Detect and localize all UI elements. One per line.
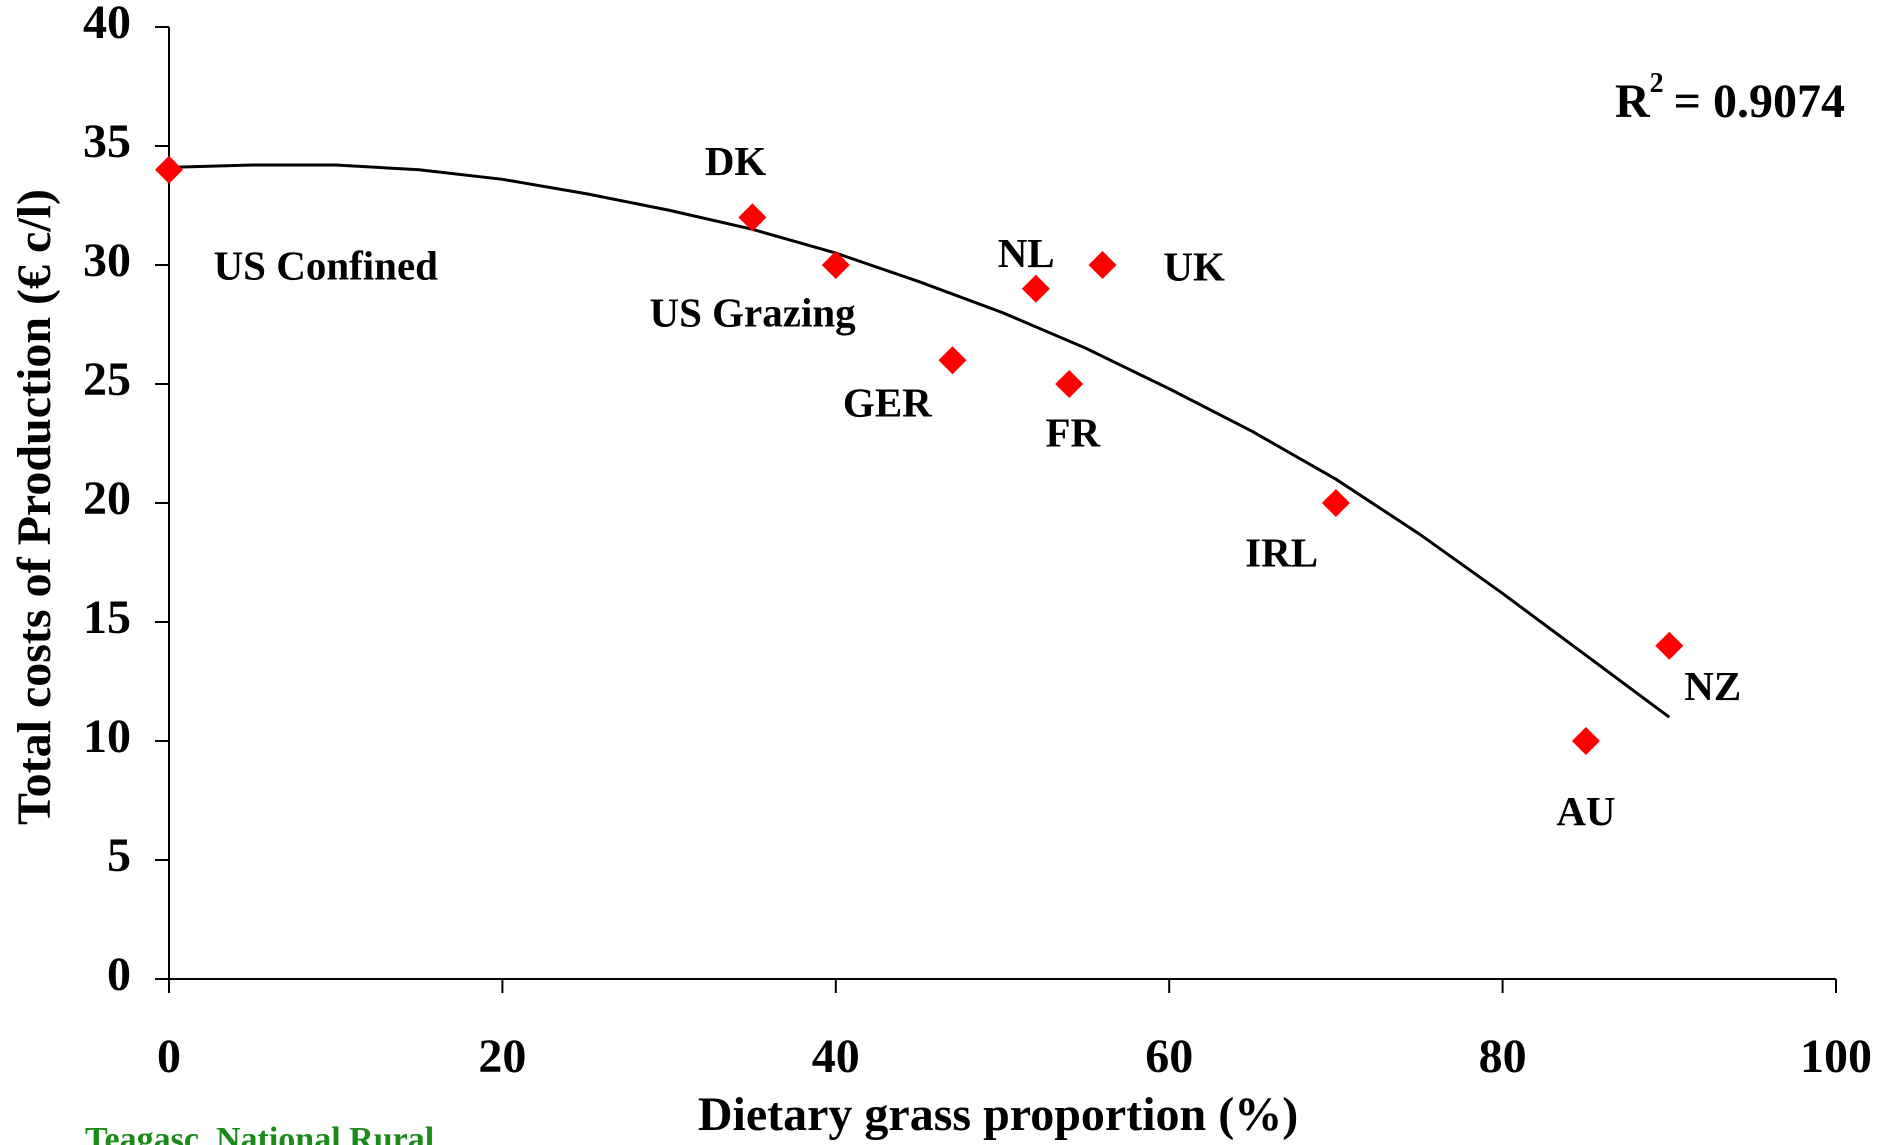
point-label: AU [1556,788,1615,834]
point [738,203,767,232]
footer: Teagasc, National Rural [85,1121,434,1145]
x-tick-label: 40 [812,1030,860,1083]
x-axis-title: Dietary grass proportion (%) [698,1088,1298,1141]
y-tick-label: 30 [83,234,131,287]
y-tick-label: 25 [83,353,131,406]
trendline [168,163,1671,719]
x-tick-label: 60 [1145,1030,1193,1083]
r-base: R [1615,75,1651,128]
x-tick-label: 80 [1479,1030,1527,1083]
y-tick-label: 40 [83,0,131,49]
y-tick-label: 0 [107,948,131,1001]
x-tick-label: 0 [157,1030,181,1083]
point-label: DK [705,138,767,184]
point [938,346,967,375]
point-label: GER [843,380,932,426]
x-tick-label: 100 [1800,1030,1872,1083]
point-label: UK [1163,243,1225,289]
point-label: FR [1045,409,1100,455]
point-label: US Confined [214,242,439,288]
y-axis-title: Total costs of Production (€ c/l) [8,189,61,825]
point [1021,274,1050,303]
y-tick-label: 10 [83,710,131,763]
y-tick-label: 15 [83,591,131,644]
point [1571,727,1600,755]
point [1055,370,1084,398]
point [155,155,183,184]
point [1088,251,1117,279]
point-label: US Grazing [650,289,857,335]
y-tick-label: 5 [107,829,131,882]
r-squared: R2 = 0.9074 [1615,68,1845,128]
point-label: IRL [1245,530,1318,576]
y-tick-label: 20 [83,472,131,525]
point [1321,489,1350,517]
r-sup: 2 [1650,68,1664,99]
point [1655,631,1684,660]
r-value: = 0.9074 [1674,75,1845,128]
point-label: NL [998,230,1055,276]
point [821,251,850,279]
x-tick-label: 20 [478,1030,526,1083]
y-tick-label: 35 [83,115,131,168]
point-label: NZ [1684,663,1741,709]
